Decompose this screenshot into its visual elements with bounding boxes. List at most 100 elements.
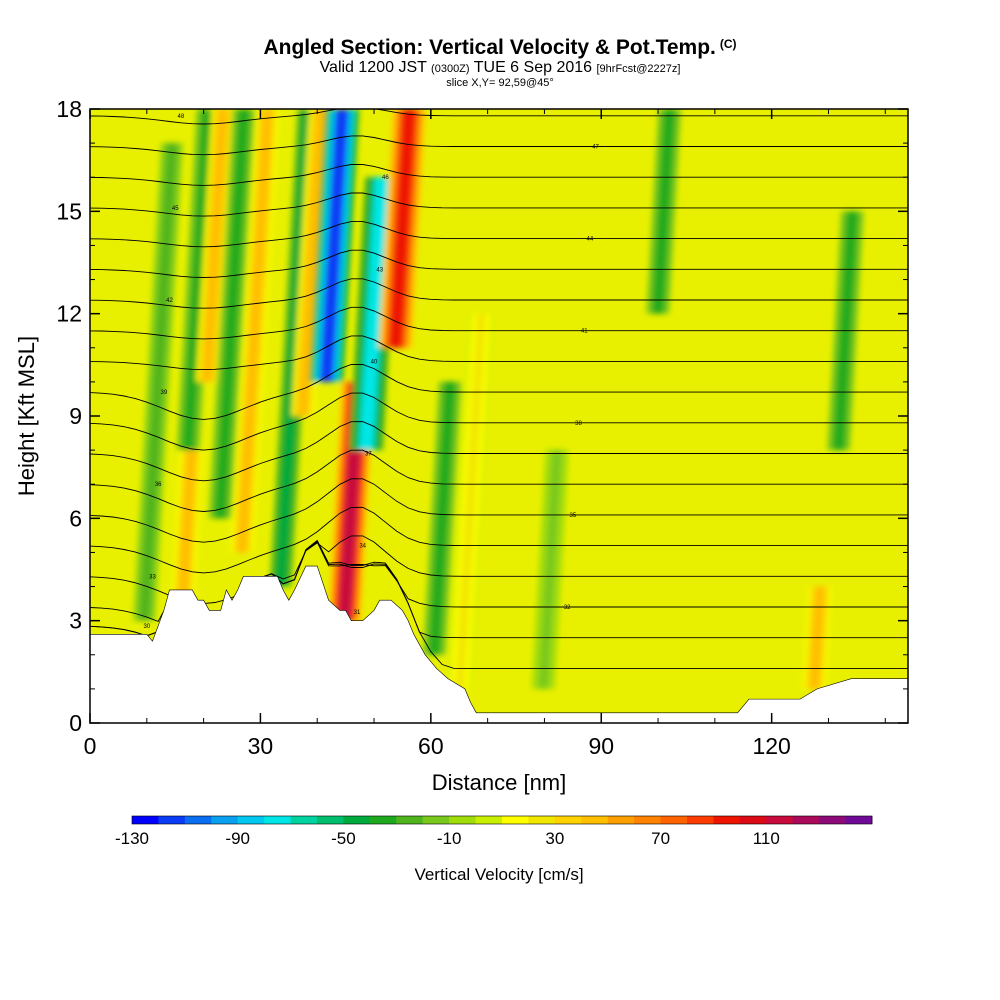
contour-label: 40 [371, 359, 378, 365]
pot-temp-contour [90, 478, 908, 543]
colorbar-swatch [449, 816, 476, 824]
y-tick-label: 6 [69, 505, 82, 531]
pot-temp-contour [90, 392, 908, 451]
chart-subtitle: Valid 1200 JST (0300Z) TUE 6 Sep 2016 [9… [0, 59, 1000, 77]
y-tick-label: 18 [56, 96, 82, 122]
velocity-feature [208, 109, 256, 519]
velocity-feature [230, 109, 280, 553]
x-tick-label: 30 [248, 733, 274, 759]
colorbar-swatch [713, 816, 741, 824]
contour-label: 48 [178, 114, 185, 120]
contour-label: 38 [575, 421, 582, 427]
velocity-feature [132, 143, 184, 621]
colorbar-swatch [528, 816, 556, 824]
colorbar-swatch [475, 816, 503, 824]
contour-label: 42 [166, 298, 173, 304]
pot-temp-contour [90, 364, 908, 420]
colorbar-tick-label: -130 [115, 829, 149, 848]
velocity-feature [378, 109, 427, 348]
velocity-feature [531, 450, 569, 689]
chart-title: Angled Section: Vertical Velocity & Pot.… [0, 36, 1000, 60]
colorbar-tick-label: 110 [753, 829, 780, 848]
contour-label: 34 [359, 544, 366, 550]
contour-label: 30 [143, 624, 150, 630]
velocity-feature [309, 109, 360, 382]
colorbar-swatch [819, 816, 846, 824]
colorbar-swatch [158, 816, 186, 824]
pot-temp-contour [90, 449, 908, 512]
colorbar: -130 -90 -50 -10 30 70 110 [115, 815, 873, 848]
colorbar-swatch [766, 816, 794, 824]
x-tick-label: 60 [418, 733, 444, 759]
pot-temp-contour [90, 135, 908, 156]
colorbar-tick-label: -50 [331, 829, 356, 848]
pot-temp-contour [90, 278, 908, 309]
subtitle-date: TUE 6 Sep 2016 [473, 59, 593, 76]
colorbar-swatch [132, 816, 159, 824]
colorbar-tick-label: -90 [225, 829, 250, 848]
colorbar-swatch [264, 816, 291, 824]
colorbar-swatch [554, 816, 582, 824]
contour-label: 47 [592, 145, 599, 151]
colorbar-swatch [687, 816, 714, 824]
contour-label: 43 [376, 267, 383, 273]
velocity-feature [448, 313, 493, 689]
pot-temp-contour [90, 249, 908, 278]
x-axis-label: Distance [nm] [432, 770, 567, 795]
x-tick-label: 0 [84, 733, 97, 759]
velocity-feature [170, 450, 203, 621]
subtitle-valid: Valid 1200 JST [319, 59, 427, 76]
colorbar-tick-label: -10 [437, 829, 462, 848]
colorbar-swatch [184, 816, 212, 824]
contour-label: 37 [365, 452, 372, 458]
colorbar-swatch [845, 816, 873, 824]
velocity-feature [422, 381, 462, 655]
contour-label: 44 [587, 237, 594, 243]
subtitle-zulu: (0300Z) [431, 63, 470, 75]
subtitle-forecast: [9hrFcst@2227z] [596, 63, 681, 75]
colorbar-swatch [607, 816, 635, 824]
chart-slice-info: slice X,Y= 92,59@45° [446, 77, 554, 89]
y-tick-label: 15 [56, 198, 82, 224]
colorbar-swatch [739, 816, 767, 824]
colorbar-label: Vertical Velocity [cm/s] [414, 865, 583, 884]
y-tick-label: 0 [69, 710, 82, 736]
pot-temp-contour [90, 192, 908, 217]
colorbar-swatch [237, 816, 265, 824]
x-tick-label: 120 [752, 733, 790, 759]
contour-label: 39 [161, 390, 168, 396]
contour-label: 41 [581, 329, 588, 335]
pot-temp-contour [90, 164, 908, 186]
contour-label: 45 [172, 206, 179, 212]
y-tick-label: 3 [69, 608, 82, 634]
pot-temp-contour [90, 306, 908, 340]
colorbar-swatch [502, 816, 529, 824]
terrain [90, 565, 908, 723]
x-tick-label: 90 [588, 733, 614, 759]
velocity-feature [646, 109, 682, 314]
pot-temp-contour [90, 335, 908, 371]
velocity-feature [195, 109, 235, 382]
pot-temp-contour [90, 506, 908, 574]
colorbar-swatch [290, 816, 318, 824]
colorbar-swatch [343, 816, 371, 824]
contour-label: 46 [382, 175, 389, 181]
colorbar-swatch [660, 816, 688, 824]
contour-label: 35 [570, 513, 577, 519]
chart-title-text: Angled Section: Vertical Velocity & Pot.… [263, 36, 716, 59]
contour-label: 36 [155, 482, 162, 488]
velocity-field [132, 109, 864, 689]
pot-temp-contour [90, 421, 908, 482]
y-axis-label: Height [Kft MSL] [14, 336, 39, 496]
colorbar-swatch [634, 816, 661, 824]
contour-label: 32 [564, 605, 571, 611]
colorbar-swatch [422, 816, 450, 824]
colorbar-swatch [792, 816, 820, 824]
colorbar-swatch [317, 816, 344, 824]
colorbar-frame [131, 815, 873, 825]
colorbar-tick-label: 30 [545, 829, 564, 848]
contour-label: 31 [354, 610, 361, 616]
contour-label: 33 [149, 574, 156, 580]
